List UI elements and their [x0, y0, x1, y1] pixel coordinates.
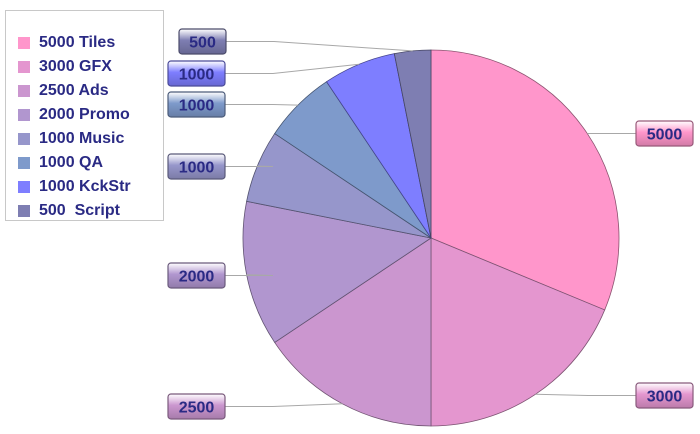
legend-item: 1000 Music	[18, 128, 124, 150]
data-label-text: 1000	[179, 160, 215, 177]
data-label: 500	[178, 28, 227, 55]
legend-label: 3000 GFX	[39, 58, 112, 75]
data-label: 2500	[167, 393, 226, 420]
pie-slice-ads	[274, 237, 432, 427]
leader-line	[225, 104, 299, 106]
data-label: 3000	[635, 382, 694, 409]
legend-swatch	[18, 181, 30, 193]
legend-item: 3000 GFX	[18, 56, 112, 78]
data-label-box	[635, 382, 694, 409]
legend-swatch	[18, 109, 30, 121]
legend: 5000 Tiles 3000 GFX 2500 Ads 2000 Promo …	[5, 10, 164, 221]
data-label: 5000	[635, 120, 694, 147]
data-label: 2000	[167, 262, 226, 289]
legend-label: 2000 Promo	[39, 106, 130, 123]
leader-line	[225, 274, 274, 276]
leader-line	[535, 393, 636, 396]
legend-swatch	[18, 37, 30, 49]
legend-swatch	[18, 133, 30, 145]
legend-item: 500 Script	[18, 200, 120, 222]
legend-item: 1000 KckStr	[18, 176, 131, 198]
data-label-text: 5000	[647, 127, 683, 144]
legend-label: 1000 KckStr	[39, 178, 131, 195]
data-label-text: 3000	[647, 389, 683, 406]
legend-label: 1000 Music	[39, 130, 125, 147]
data-label-box	[167, 262, 226, 289]
data-label-box	[167, 91, 226, 118]
legend-label: 500 Script	[39, 202, 120, 219]
data-label-box	[635, 120, 694, 147]
legend-swatch	[18, 205, 30, 217]
data-label-box	[178, 28, 227, 55]
legend-swatch	[18, 157, 30, 169]
data-label-text: 1000	[179, 98, 215, 115]
data-label-box	[167, 60, 226, 87]
pie-slice-tiles	[430, 49, 620, 311]
data-label-box	[167, 393, 226, 420]
legend-item: 1000 QA	[18, 152, 103, 174]
data-label: 1000	[167, 60, 226, 87]
data-label: 1000	[167, 153, 226, 180]
data-label-text: 2500	[179, 400, 215, 417]
legend-swatch	[18, 85, 30, 97]
legend-swatch	[18, 61, 30, 73]
data-label: 1000	[167, 91, 226, 118]
leader-line	[225, 63, 360, 74]
data-label-text: 1000	[179, 67, 215, 84]
data-label-text: 2000	[179, 269, 215, 286]
legend-label: 2500 Ads	[39, 82, 109, 99]
legend-item: 5000 Tiles	[18, 32, 115, 54]
legend-item: 2000 Promo	[18, 104, 130, 126]
leader-line	[225, 403, 343, 407]
legend-label: 1000 QA	[39, 154, 104, 171]
legend-item: 2500 Ads	[18, 80, 109, 102]
data-label-box	[167, 153, 226, 180]
data-label-text: 500	[189, 35, 216, 52]
legend-label: 5000 Tiles	[39, 34, 116, 51]
leader-line	[226, 41, 413, 52]
